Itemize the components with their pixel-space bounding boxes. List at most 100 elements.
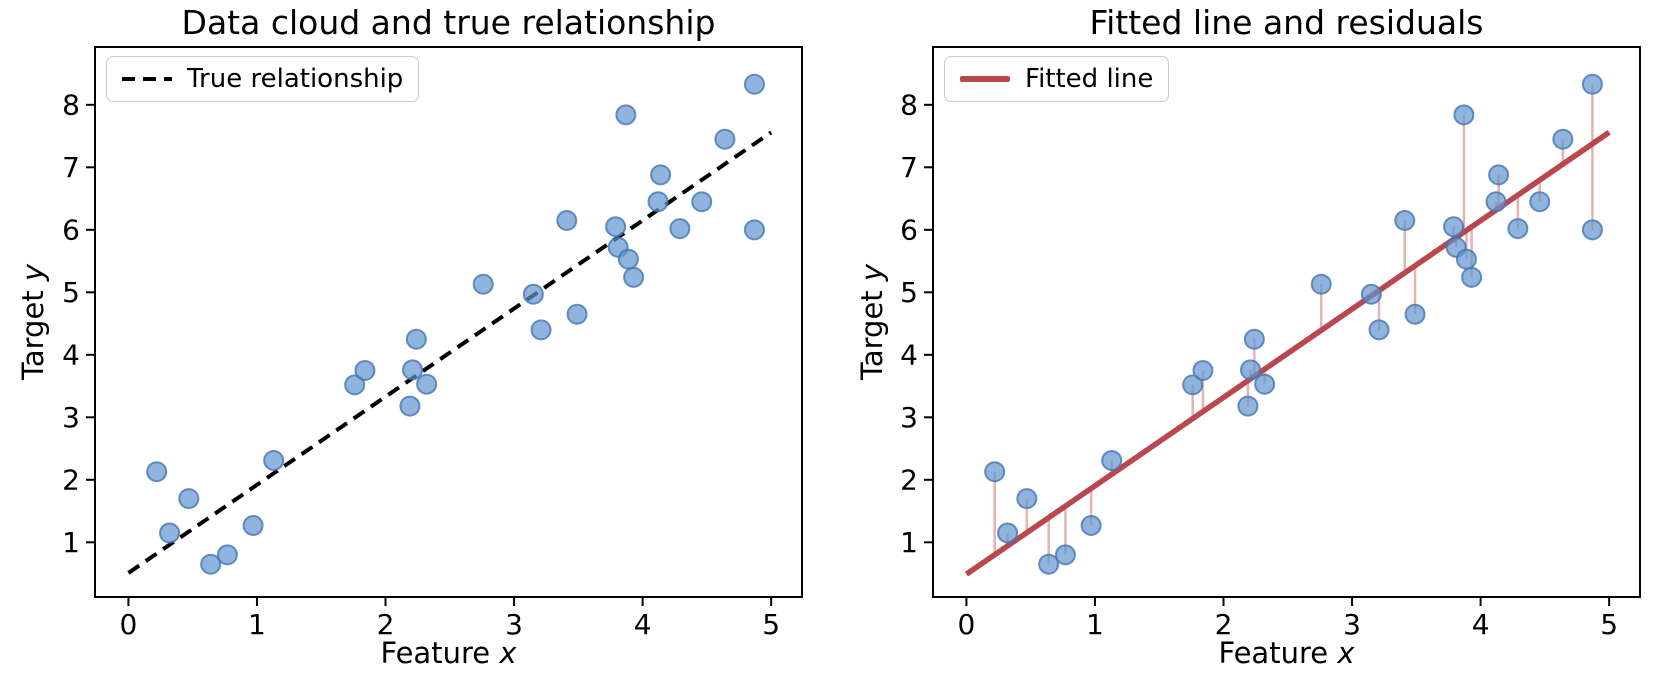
x-tick-label: 2 bbox=[377, 608, 395, 641]
scatter-point bbox=[1192, 359, 1214, 381]
y-tick-label: 8 bbox=[62, 88, 80, 121]
scatter-point bbox=[1368, 319, 1390, 341]
y-tick-label: 3 bbox=[62, 401, 80, 434]
left-panel-legend: True relationship bbox=[106, 56, 420, 102]
fitted-line-sample bbox=[960, 76, 1010, 82]
scatter-point bbox=[623, 266, 645, 288]
scatter-point bbox=[416, 373, 438, 395]
x-tick-label: 3 bbox=[1343, 608, 1361, 641]
x-tick-label: 4 bbox=[634, 608, 652, 641]
y-tick-label: 5 bbox=[900, 276, 918, 309]
scatter-point bbox=[1254, 373, 1276, 395]
y-axis-label-var: y bbox=[16, 263, 50, 282]
x-tick-label: 1 bbox=[1086, 608, 1104, 641]
y-tick-label: 5 bbox=[62, 276, 80, 309]
scatter-point bbox=[1182, 374, 1204, 396]
fitted-line bbox=[964, 130, 1611, 577]
scatter-point bbox=[472, 273, 494, 295]
scatter-point bbox=[984, 461, 1006, 483]
right-panel-title: Fitted line and residuals bbox=[1089, 3, 1484, 42]
scatter-point bbox=[344, 374, 366, 396]
y-tick-label: 6 bbox=[62, 213, 80, 246]
y-axis-label-var: y bbox=[855, 263, 889, 282]
x-tick-label: 2 bbox=[1215, 608, 1233, 641]
y-tick-label: 4 bbox=[900, 338, 918, 371]
scatter-point bbox=[1404, 303, 1426, 325]
scatter-point bbox=[405, 328, 427, 350]
x-axis-label-text: Feature bbox=[380, 636, 500, 670]
true-relationship-line-sample bbox=[122, 76, 172, 82]
scatter-point bbox=[605, 216, 627, 238]
x-tick-label: 0 bbox=[120, 608, 138, 641]
left-panel-title: Data cloud and true relationship bbox=[181, 3, 716, 42]
y-tick-label: 2 bbox=[62, 463, 80, 496]
x-tick-label: 1 bbox=[248, 608, 266, 641]
scatter-point bbox=[1016, 488, 1038, 510]
scatter-point bbox=[242, 514, 264, 536]
scatter-point bbox=[263, 449, 285, 471]
x-tick-label: 0 bbox=[958, 608, 976, 641]
legend-label: True relationship bbox=[187, 64, 404, 94]
scatter-point bbox=[1529, 191, 1551, 213]
left-y-axis-label: Target y bbox=[16, 264, 50, 380]
scatter-point bbox=[615, 104, 637, 126]
x-axis-label-var: x bbox=[499, 636, 517, 670]
scatter-point bbox=[399, 395, 421, 417]
scatter-point bbox=[354, 359, 376, 381]
true-relationship-line bbox=[127, 130, 773, 575]
y-tick-label: 7 bbox=[62, 151, 80, 184]
scatter-point bbox=[1394, 209, 1416, 231]
scatter-point bbox=[1240, 359, 1262, 381]
scatter-point bbox=[1080, 514, 1102, 536]
scatter-point bbox=[1453, 104, 1475, 126]
scatter-point bbox=[647, 191, 669, 213]
scatter-point bbox=[216, 544, 238, 566]
legend-label: Fitted line bbox=[1025, 64, 1154, 94]
y-axis-label-text: Target bbox=[855, 281, 889, 381]
x-axis-label-var: x bbox=[1337, 636, 1355, 670]
scatter-point bbox=[617, 248, 639, 270]
x-tick-label: 4 bbox=[1472, 608, 1490, 641]
axes-spines bbox=[932, 46, 1641, 598]
scatter-point bbox=[1581, 219, 1603, 241]
scatter-point bbox=[743, 73, 765, 95]
y-tick-label: 1 bbox=[900, 526, 918, 559]
y-tick-label: 6 bbox=[900, 213, 918, 246]
scatter-point bbox=[530, 319, 552, 341]
y-tick-label: 3 bbox=[900, 401, 918, 434]
scatter-point bbox=[1485, 191, 1507, 213]
scatter-point bbox=[1507, 218, 1529, 240]
right-y-axis-label: Target y bbox=[855, 264, 889, 380]
scatter-point bbox=[1038, 553, 1060, 575]
scatter-point bbox=[1461, 266, 1483, 288]
scatter-point bbox=[1488, 164, 1510, 186]
scatter-point bbox=[1237, 395, 1259, 417]
scatter-point bbox=[1101, 449, 1123, 471]
scatter-point bbox=[159, 522, 181, 544]
scatter-point bbox=[1455, 248, 1477, 270]
y-tick-label: 2 bbox=[900, 463, 918, 496]
scatter-point bbox=[1243, 328, 1265, 350]
scatter-point bbox=[1310, 273, 1332, 295]
y-tick-label: 7 bbox=[900, 151, 918, 184]
scatter-point bbox=[402, 359, 424, 381]
right-panel: 0 1 2 3 4 5 1 2 3 4 5 6 7 8 Fitted line and residuals… bbox=[828, 0, 1657, 699]
scatter-point bbox=[1581, 73, 1603, 95]
scatter-point bbox=[178, 488, 200, 510]
right-panel-legend: Fitted line bbox=[944, 56, 1170, 102]
scatter-point bbox=[669, 218, 691, 240]
y-tick-label: 4 bbox=[62, 338, 80, 371]
scatter-point bbox=[997, 522, 1019, 544]
scatter-point bbox=[1443, 216, 1465, 238]
right-panel-plot: 0 1 2 3 4 5 1 2 3 4 5 6 7 8 bbox=[900, 46, 1641, 641]
y-axis-label-text: Target bbox=[16, 281, 50, 381]
x-axis-label-text: Feature bbox=[1218, 636, 1338, 670]
scatter-point bbox=[743, 219, 765, 241]
scatter-point bbox=[650, 164, 672, 186]
right-x-axis-label: Feature x bbox=[933, 636, 1640, 670]
scatter-point bbox=[522, 283, 544, 305]
scatter-point bbox=[1054, 544, 1076, 566]
scatter-point bbox=[566, 303, 588, 325]
left-panel-plot: 0 1 2 3 4 5 1 2 3 4 5 6 7 8 bbox=[62, 46, 803, 641]
